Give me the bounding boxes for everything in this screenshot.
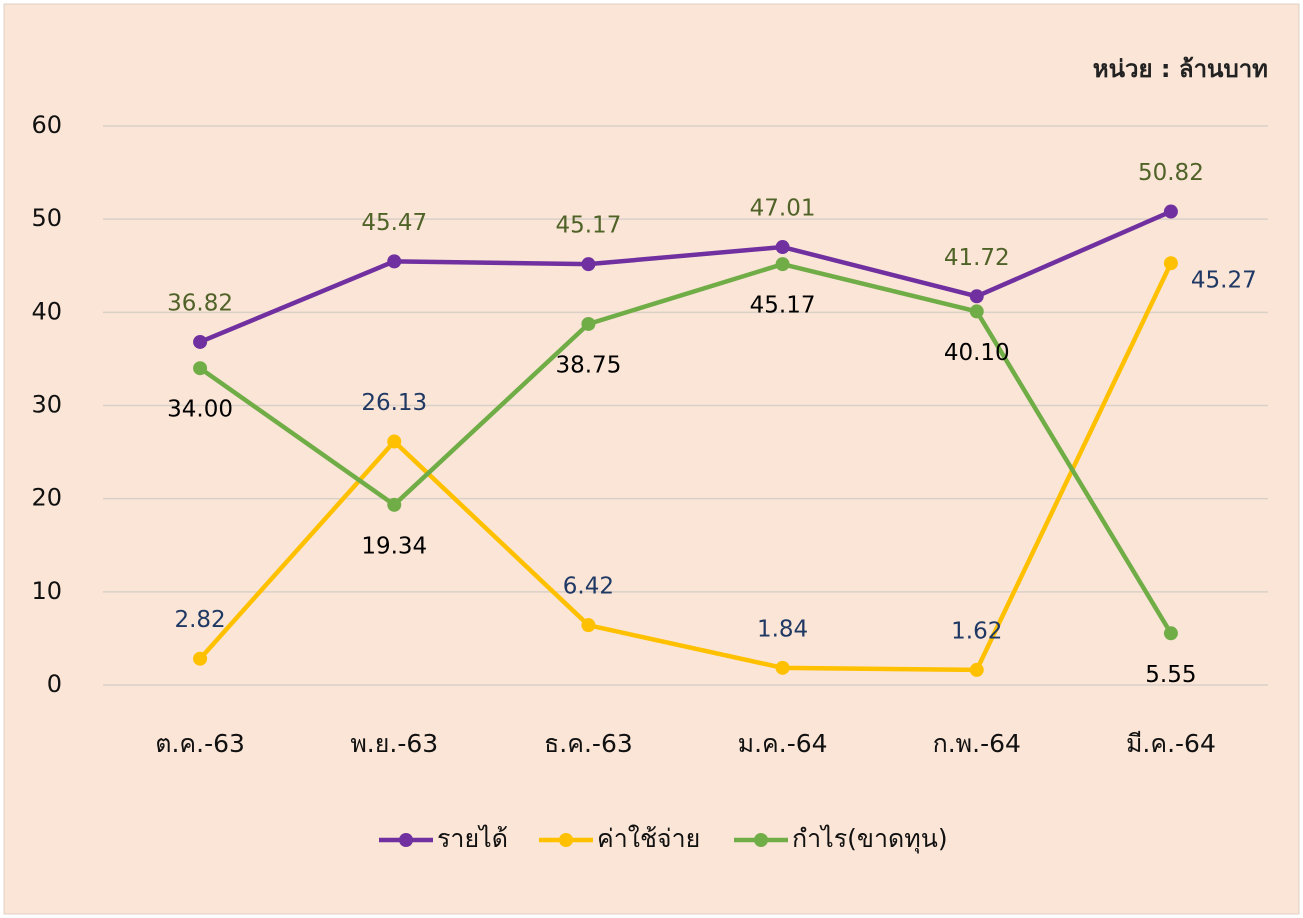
point [1163,256,1178,271]
data-label: 47.01 [750,196,816,222]
legend-label: กำไร(ขาดทุน) [792,824,948,854]
data-label: 40.10 [944,340,1010,366]
x-tick-label: ม.ค.-64 [738,729,828,758]
point [1163,204,1178,219]
data-label: 6.42 [563,574,614,600]
point [581,257,596,272]
data-label: 34.00 [167,397,233,423]
y-tick-label: 30 [31,391,62,419]
legend-marker [399,833,413,847]
data-label: 1.62 [951,618,1002,644]
legend-label: ค่าใช้จ่าย [597,824,700,853]
y-tick-label: 60 [31,111,62,139]
y-tick-label: 40 [31,297,62,325]
data-label: 19.34 [361,533,427,559]
x-tick-label: ธ.ค.-63 [544,729,633,758]
data-label: 5.55 [1145,662,1196,688]
point [969,289,984,304]
y-tick-label: 10 [31,577,62,605]
unit-note: หน่วย : ล้านบาท [1093,55,1268,83]
x-tick-label: มี.ค.-64 [1126,729,1216,758]
y-tick-label: 20 [31,484,62,512]
series-line [198,261,1173,635]
chart-background [3,3,1300,915]
series-line [199,209,1172,345]
point [581,618,596,633]
y-tick-label: 50 [31,204,62,232]
data-label: 2.82 [174,607,225,633]
point [775,257,790,272]
data-label: 1.84 [757,616,808,642]
data-label: 45.47 [361,210,427,236]
point [969,304,984,319]
x-tick-label: ต.ค.-63 [155,729,245,758]
point [581,316,596,331]
point [775,240,790,255]
data-label: 41.72 [944,245,1010,271]
point [1163,626,1178,641]
point [193,651,208,666]
point [193,334,208,349]
data-label: 45.27 [1191,268,1257,294]
legend-marker [559,833,573,847]
data-label: 45.17 [555,213,621,239]
data-label: 45.17 [750,293,816,319]
point [387,434,402,449]
point [387,254,402,269]
y-tick-label: 0 [47,670,62,698]
x-tick-label: ก.พ.-64 [933,729,1021,758]
x-tick-label: พ.ย.-63 [350,729,438,758]
legend-marker [754,833,768,847]
data-label: 36.82 [167,290,233,316]
point [193,361,208,376]
series-line [198,262,1173,673]
point [775,660,790,675]
data-label: 50.82 [1138,160,1204,186]
legend-label: รายได้ [437,824,508,853]
point [969,662,984,677]
point [387,497,402,512]
data-label: 38.75 [555,352,621,378]
data-label: 26.13 [361,390,427,416]
